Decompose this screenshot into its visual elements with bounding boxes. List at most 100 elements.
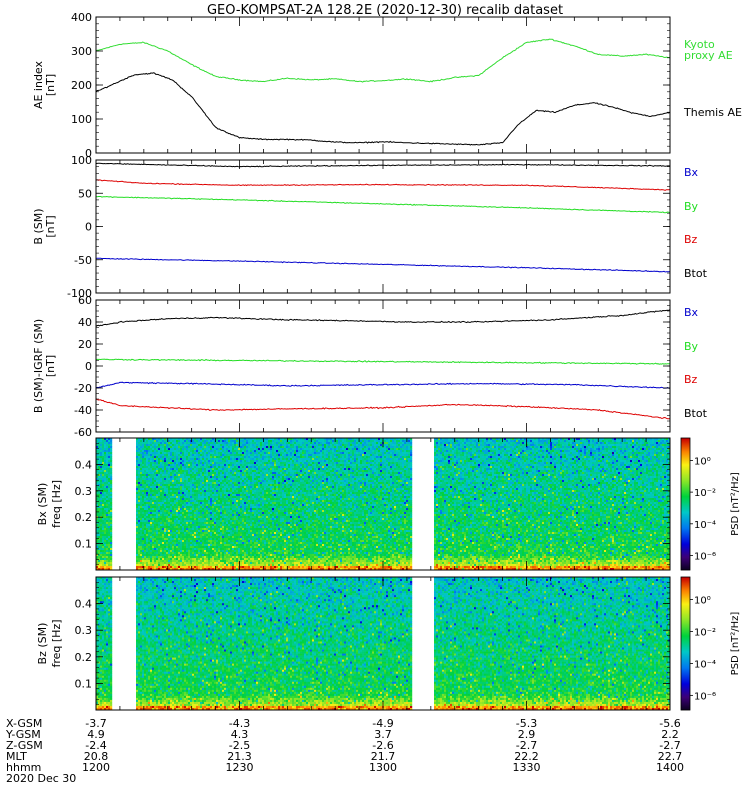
- spectrogram-cell: [150, 500, 152, 502]
- spectrogram-cell: [108, 468, 110, 470]
- spectrogram-cell: [148, 472, 150, 474]
- spectrogram-cell: [152, 566, 154, 568]
- spectrogram-cell: [102, 540, 104, 542]
- spectrogram-cell: [156, 470, 158, 472]
- spectrogram-cell: [144, 528, 146, 530]
- spectrogram-cell: [136, 532, 138, 534]
- spectrogram-cell: [154, 486, 156, 488]
- spectrogram-cell: [100, 532, 102, 534]
- spectrogram-cell: [140, 470, 142, 472]
- spectrogram-cell: [100, 534, 102, 536]
- spectrogram-cell: [136, 536, 138, 538]
- spectrogram-cell: [108, 472, 110, 474]
- spectrogram-cell: [158, 466, 160, 468]
- spectrogram-cell: [150, 514, 152, 516]
- spectrogram-cell: [160, 494, 162, 496]
- spectrogram-cell: [106, 490, 108, 492]
- spectrogram-cell: [144, 510, 146, 512]
- spectrogram-cell: [110, 494, 112, 496]
- spectrogram-cell: [152, 504, 154, 506]
- spectrogram-cell: [140, 490, 142, 492]
- spectrogram-cell: [106, 484, 108, 486]
- spectrogram-cell: [136, 496, 138, 498]
- spectrogram-cell: [136, 506, 138, 508]
- spectrogram-cell: [152, 480, 154, 482]
- spectrogram-cell: [156, 502, 158, 504]
- spectrogram-cell: [108, 464, 110, 466]
- spectrogram-cell: [110, 472, 112, 474]
- spectrogram-cell: [136, 452, 138, 454]
- spectrogram-cell: [136, 466, 138, 468]
- spectrogram-cell: [152, 464, 154, 466]
- spectrogram-cell: [98, 502, 100, 504]
- spectrogram-cell: [140, 516, 142, 518]
- spectrogram-cell: [158, 460, 160, 462]
- spectrogram-cell: [138, 500, 140, 502]
- spectrogram-cell: [100, 494, 102, 496]
- spectrogram-cell: [102, 444, 104, 446]
- spectrogram-cell: [144, 480, 146, 482]
- spectrogram-cell: [152, 448, 154, 450]
- spectrogram-cell: [104, 508, 106, 510]
- spectrogram-cell: [136, 526, 138, 528]
- spectrogram-cell: [148, 566, 150, 568]
- spectrogram-cell: [106, 558, 108, 560]
- spectrogram-cell: [146, 506, 148, 508]
- spectrogram-cell: [104, 536, 106, 538]
- spectrogram-cell: [110, 560, 112, 562]
- spectrogram-cell: [110, 566, 112, 568]
- spectrogram-cell: [156, 478, 158, 480]
- spectrogram-cell: [110, 484, 112, 486]
- spectrogram-cell: [102, 556, 104, 558]
- spectrogram-cell: [100, 442, 102, 444]
- spectrogram-cell: [100, 540, 102, 542]
- spectrogram-cell: [104, 518, 106, 520]
- spectrogram-cell: [140, 508, 142, 510]
- spectrogram-cell: [144, 564, 146, 566]
- spectrogram-cell: [150, 474, 152, 476]
- spectrogram-cell: [104, 538, 106, 540]
- spectrogram-cell: [142, 540, 144, 542]
- spectrogram-cell: [152, 530, 154, 532]
- spectrogram-cell: [152, 564, 154, 566]
- spectrogram-cell: [160, 460, 162, 462]
- spectrogram-cell: [150, 504, 152, 506]
- spectrogram-cell: [136, 516, 138, 518]
- spectrogram-cell: [154, 514, 156, 516]
- spectrogram-cell: [104, 498, 106, 500]
- spectrogram-cell: [140, 512, 142, 514]
- spectrogram-cell: [144, 542, 146, 544]
- spectrogram-cell: [152, 444, 154, 446]
- spectrogram-cell: [136, 470, 138, 472]
- spectrogram-cell: [158, 442, 160, 444]
- spectrogram-cell: [100, 526, 102, 528]
- spectrogram-cell: [154, 502, 156, 504]
- spectrogram-cell: [144, 472, 146, 474]
- spectrogram-cell: [140, 514, 142, 516]
- spectrogram-cell: [156, 466, 158, 468]
- spectrogram-cell: [104, 446, 106, 448]
- spectrogram-cell: [110, 512, 112, 514]
- spectrogram-cell: [98, 536, 100, 538]
- spectrogram-cell: [102, 462, 104, 464]
- spectrogram-cell: [154, 540, 156, 542]
- spectrogram-cell: [98, 512, 100, 514]
- spectrogram-cell: [98, 518, 100, 520]
- spectrogram-cell: [146, 482, 148, 484]
- spectrogram-cell: [150, 502, 152, 504]
- spectrogram-cell: [136, 450, 138, 452]
- spectrogram-cell: [154, 562, 156, 564]
- spectrogram-cell: [106, 458, 108, 460]
- spectrogram-cell: [154, 554, 156, 556]
- spectrogram-cell: [148, 444, 150, 446]
- spectrogram-cell: [150, 476, 152, 478]
- spectrogram-cell: [106, 538, 108, 540]
- spectrogram-cell: [106, 502, 108, 504]
- spectrogram-cell: [102, 506, 104, 508]
- spectrogram-cell: [148, 464, 150, 466]
- spectrogram-cell: [156, 460, 158, 462]
- spectrogram-cell: [142, 446, 144, 448]
- spectrogram-cell: [142, 544, 144, 546]
- spectrogram-cell: [156, 488, 158, 490]
- spectrogram-cell: [154, 552, 156, 554]
